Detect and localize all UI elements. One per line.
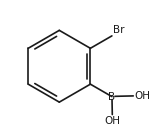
Text: OH: OH bbox=[134, 91, 150, 101]
Text: B: B bbox=[108, 92, 116, 102]
Text: OH: OH bbox=[104, 116, 120, 126]
Text: Br: Br bbox=[113, 25, 124, 35]
